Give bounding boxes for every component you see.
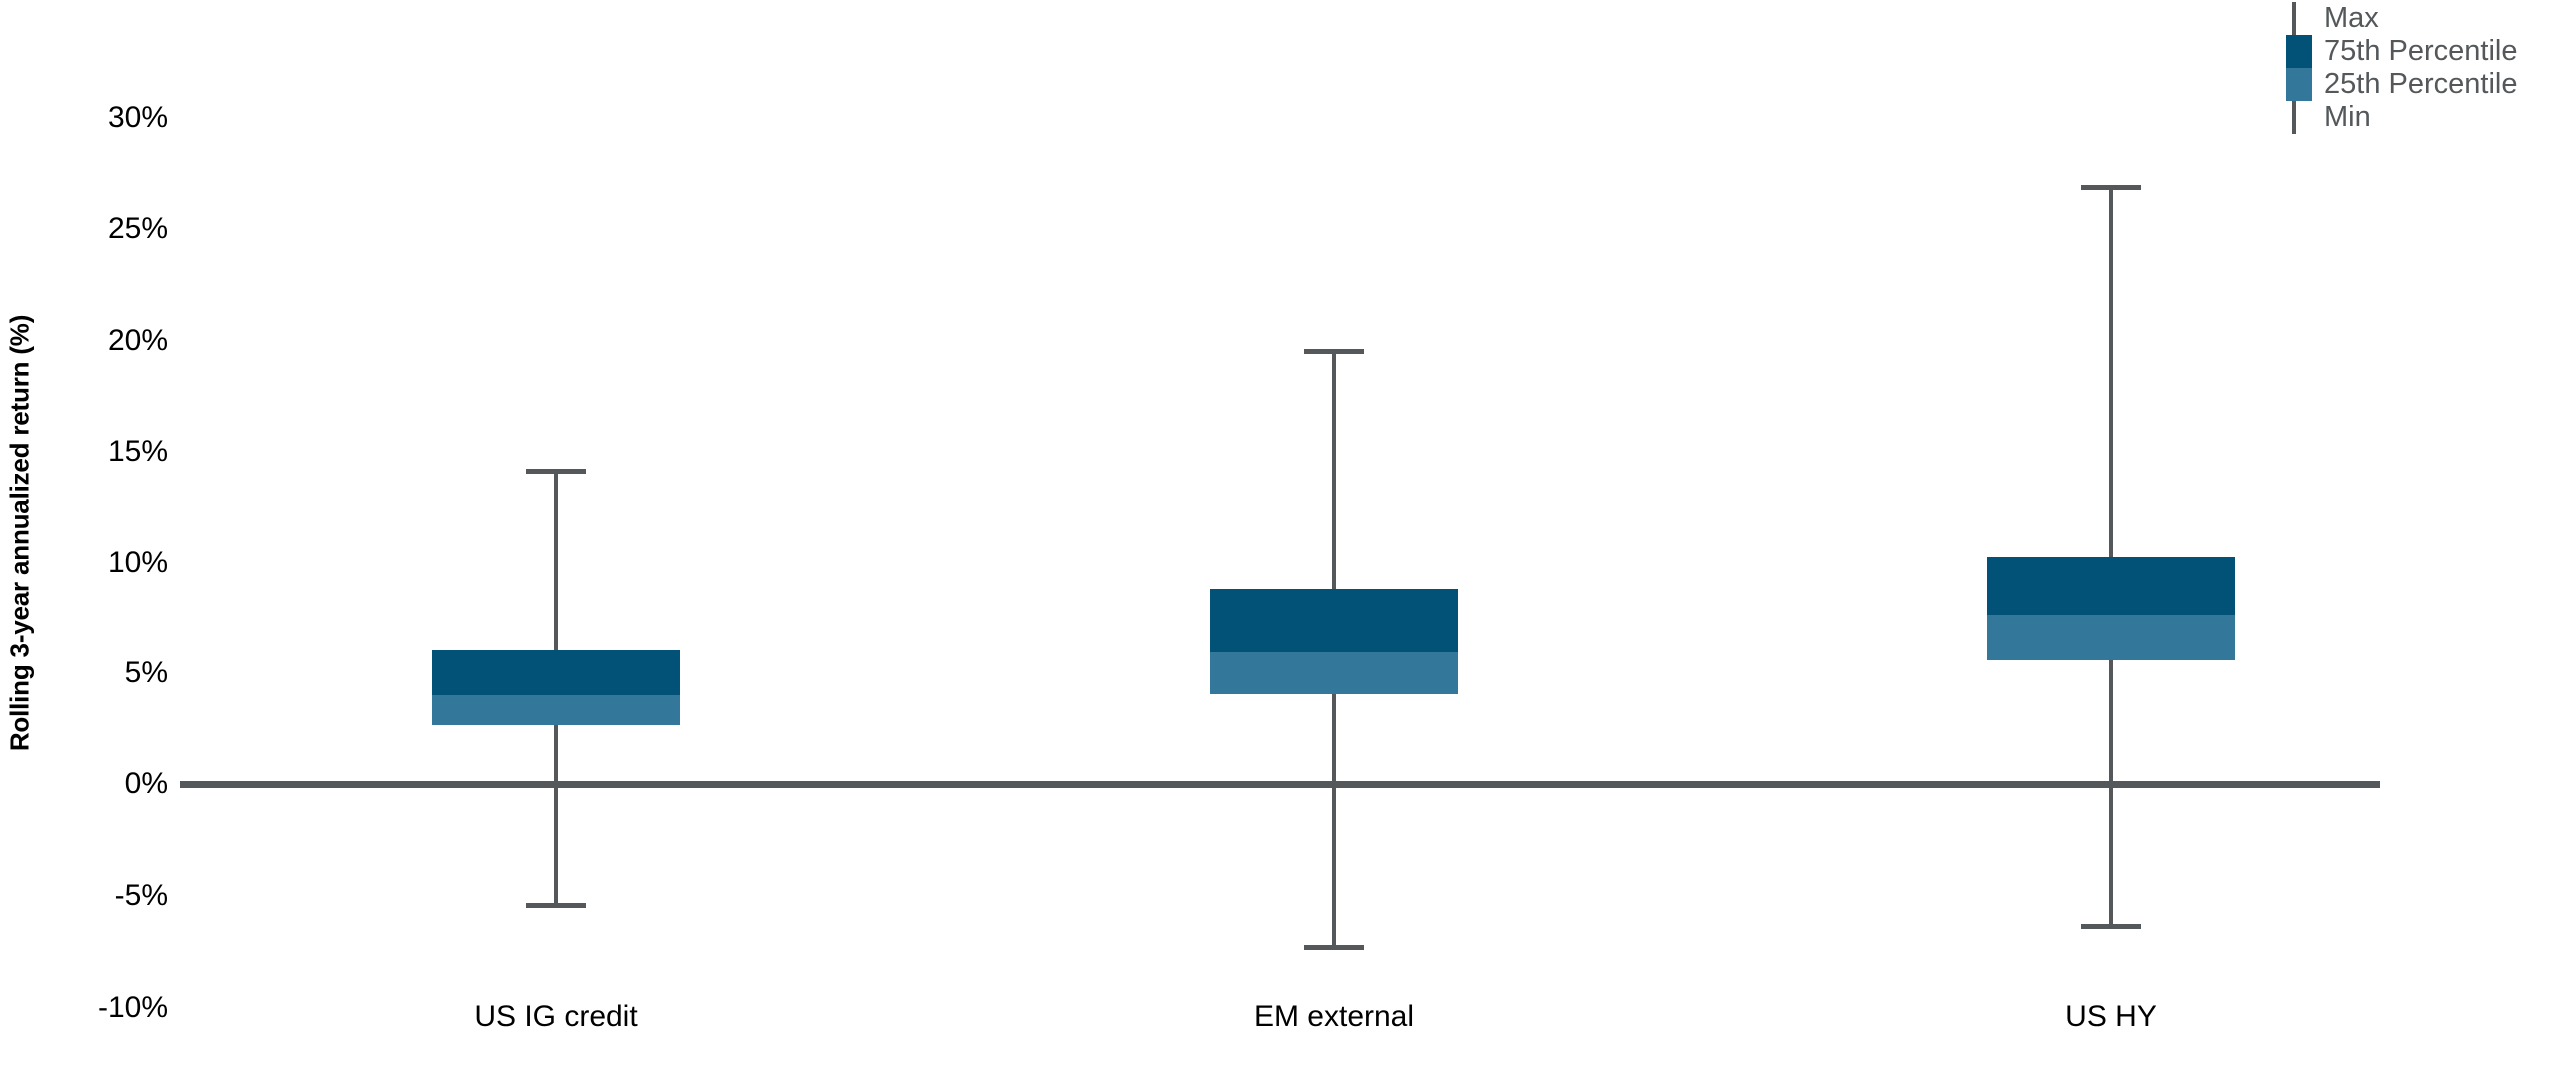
median-to-p25-box bbox=[432, 695, 680, 725]
min-whisker-cap bbox=[2081, 924, 2141, 929]
plot-area: US IG credit EM external US HY bbox=[180, 0, 2380, 1065]
p75-to-median-box bbox=[432, 650, 680, 695]
legend-item-p75[interactable]: 75th Percentile bbox=[2286, 35, 2554, 68]
min-whisker-line-icon bbox=[2292, 101, 2296, 134]
legend-swatch-wrap bbox=[2286, 101, 2324, 134]
legend-label: 25th Percentile bbox=[2324, 68, 2518, 100]
median-to-p25-box bbox=[1210, 652, 1458, 694]
min-whisker-cap bbox=[526, 903, 586, 908]
lower-whisker-line bbox=[1332, 694, 1336, 948]
median-to-p25-box bbox=[1987, 615, 2235, 660]
y-axis-title-text: Rolling 3-year annualized return (%) bbox=[4, 314, 35, 751]
legend-swatch-wrap bbox=[2286, 68, 2324, 101]
box-plot-group-us-ig-credit[interactable]: US IG credit bbox=[432, 0, 680, 1065]
y-axis-title: Rolling 3-year annualized return (%) bbox=[0, 0, 40, 1065]
legend-label: 75th Percentile bbox=[2324, 35, 2518, 67]
y-tick-label: 20% bbox=[107, 324, 168, 357]
p75-to-median-box bbox=[1210, 589, 1458, 652]
min-whisker-cap bbox=[1304, 945, 1364, 950]
legend-item-p25[interactable]: 25th Percentile bbox=[2286, 68, 2554, 101]
category-label: US HY bbox=[2065, 1000, 2157, 1033]
legend-label: Min bbox=[2324, 101, 2371, 133]
y-tick-label: 30% bbox=[107, 101, 168, 134]
y-tick-label: -10% bbox=[97, 991, 168, 1024]
zero-baseline bbox=[180, 781, 2380, 788]
upper-whisker-line bbox=[1332, 349, 1336, 589]
y-axis-tick-labels: 30% 25% 20% 15% 10% 5% 0% -5% -10% bbox=[38, 0, 168, 1065]
max-whisker-cap bbox=[526, 469, 586, 474]
lower-whisker-line bbox=[554, 725, 558, 906]
y-tick-label: 15% bbox=[107, 435, 168, 468]
legend-item-min[interactable]: Min bbox=[2286, 101, 2554, 134]
max-whisker-cap bbox=[1304, 349, 1364, 354]
legend-swatch-wrap bbox=[2286, 35, 2324, 68]
y-tick-label: 0% bbox=[124, 767, 168, 800]
legend-label: Max bbox=[2324, 2, 2379, 34]
max-whisker-cap bbox=[2081, 185, 2141, 190]
lower-whisker-line bbox=[2109, 660, 2113, 927]
max-whisker-line-icon bbox=[2292, 2, 2296, 35]
box-plot-group-us-hy[interactable]: US HY bbox=[1987, 0, 2235, 1065]
box-plot-group-em-external[interactable]: EM external bbox=[1210, 0, 1458, 1065]
category-label: EM external bbox=[1253, 1000, 1415, 1033]
category-label: US IG credit bbox=[474, 1000, 638, 1033]
legend-swatch-wrap bbox=[2286, 2, 2324, 35]
p25-color-swatch-icon bbox=[2286, 68, 2312, 101]
upper-whisker-line bbox=[554, 469, 558, 650]
y-tick-label: 5% bbox=[124, 656, 168, 689]
upper-whisker-line bbox=[2109, 185, 2113, 557]
legend-item-max[interactable]: Max bbox=[2286, 2, 2554, 35]
p75-to-median-box bbox=[1987, 557, 2235, 615]
y-tick-label: 25% bbox=[107, 212, 168, 245]
y-tick-label: 10% bbox=[107, 546, 168, 579]
y-tick-label: -5% bbox=[114, 879, 168, 912]
legend: Max 75th Percentile 25th Percentile Min bbox=[2286, 2, 2554, 134]
p75-color-swatch-icon bbox=[2286, 35, 2312, 68]
